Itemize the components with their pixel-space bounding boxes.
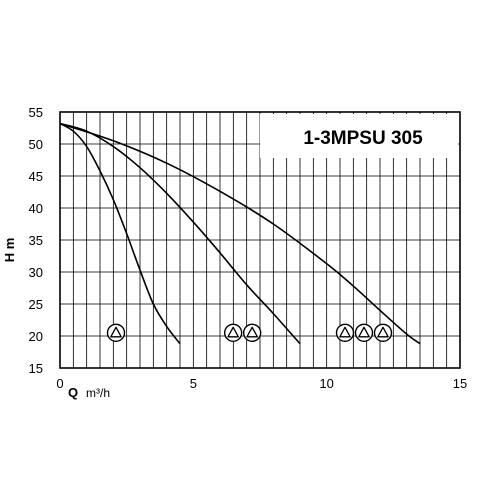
curves: [59, 122, 421, 345]
pump-triangle-icon: [246, 326, 259, 338]
tick-labels: 15 20 25 30 35 40 45 50 55 0 5 10 15: [29, 105, 468, 391]
series-line-3-pump: [59, 122, 421, 345]
series-line-2-pump: [59, 122, 301, 345]
y-tick-label: 15: [29, 361, 43, 376]
y-tick-label: 20: [29, 329, 43, 344]
x-tick-label: 0: [56, 376, 63, 391]
pump-triangle-icon: [110, 326, 122, 338]
y-tick-label: 35: [29, 233, 43, 248]
pump-triangle-icon: [358, 326, 370, 338]
x-tick-label: 5: [190, 376, 197, 391]
x-axis-unit: m³/h: [86, 386, 110, 400]
y-tick-label: 45: [29, 169, 43, 184]
plot-frame: [59, 111, 461, 369]
x-tick-label: 10: [319, 376, 333, 391]
y-tick-label: 30: [29, 265, 43, 280]
pump-triangle-icon: [339, 326, 351, 338]
x-tick-label: 15: [453, 376, 467, 391]
x-axis-label: Q: [68, 385, 78, 400]
y-tick-label: 50: [29, 137, 43, 152]
pump-markers: [106, 323, 393, 342]
y-tick-label: 40: [29, 201, 43, 216]
y-tick-label: 25: [29, 297, 43, 312]
y-axis-label: H m: [2, 238, 17, 263]
chart-title: 1-3MPSU 305: [303, 128, 423, 149]
pump-triangle-icon: [227, 326, 240, 338]
title-box: [260, 114, 458, 158]
y-tick-label: 55: [29, 105, 43, 120]
pump-triangle-icon: [377, 326, 389, 338]
series-line-1-pump: [59, 122, 181, 345]
